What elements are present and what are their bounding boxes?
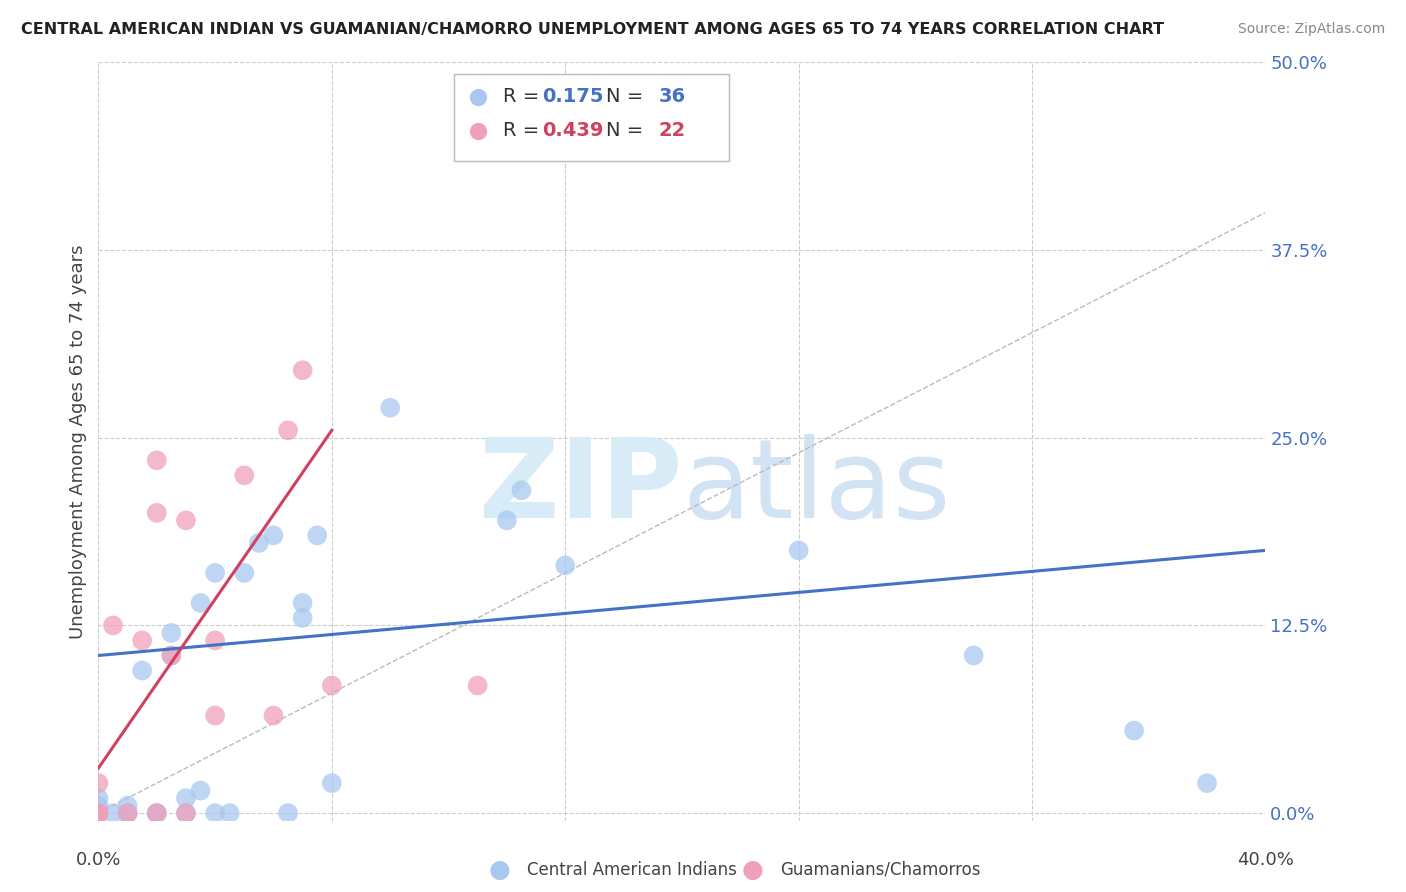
Point — [87, 798, 110, 813]
Point — [87, 806, 110, 821]
Point — [101, 618, 124, 632]
Point — [307, 528, 329, 542]
Point — [117, 806, 139, 821]
Point — [160, 626, 183, 640]
Y-axis label: Unemployment Among Ages 65 to 74 years: Unemployment Among Ages 65 to 74 years — [69, 244, 87, 639]
Point — [962, 648, 984, 663]
Point — [174, 806, 197, 821]
Point — [524, 115, 547, 129]
Text: Guamanians/Chamorros: Guamanians/Chamorros — [780, 861, 981, 879]
Point — [117, 798, 139, 813]
Point — [190, 783, 212, 797]
Point — [146, 806, 169, 821]
Text: 36: 36 — [658, 87, 686, 106]
Point — [146, 506, 169, 520]
Point — [131, 664, 153, 678]
Point — [190, 596, 212, 610]
Point — [1123, 723, 1146, 738]
Text: atlas: atlas — [682, 434, 950, 541]
Point — [321, 679, 343, 693]
Point — [204, 806, 226, 821]
Point — [262, 528, 284, 542]
Text: R =: R = — [503, 87, 546, 106]
Point — [87, 806, 110, 821]
Point — [291, 611, 314, 625]
Point — [247, 536, 270, 550]
Point — [117, 806, 139, 821]
Text: R =: R = — [503, 121, 546, 140]
Point — [321, 776, 343, 790]
Point — [380, 401, 402, 415]
Point — [87, 806, 110, 821]
Point — [291, 363, 314, 377]
Point — [277, 423, 299, 437]
Text: 0.439: 0.439 — [541, 121, 603, 140]
Point — [101, 806, 124, 821]
Point — [467, 679, 489, 693]
Text: 0.0%: 0.0% — [76, 851, 121, 869]
Point — [87, 806, 110, 821]
Point — [204, 633, 226, 648]
Text: ZIP: ZIP — [478, 434, 682, 541]
Point — [87, 806, 110, 821]
Point — [204, 566, 226, 580]
Point — [291, 596, 314, 610]
Point — [160, 648, 183, 663]
Point — [233, 566, 256, 580]
Point — [117, 806, 139, 821]
Point — [146, 453, 169, 467]
Point — [174, 806, 197, 821]
Text: Source: ZipAtlas.com: Source: ZipAtlas.com — [1237, 22, 1385, 37]
Point — [218, 806, 240, 821]
Text: CENTRAL AMERICAN INDIAN VS GUAMANIAN/CHAMORRO UNEMPLOYMENT AMONG AGES 65 TO 74 Y: CENTRAL AMERICAN INDIAN VS GUAMANIAN/CHA… — [21, 22, 1164, 37]
Point — [131, 633, 153, 648]
Point — [146, 806, 169, 821]
Point — [233, 468, 256, 483]
Point — [262, 708, 284, 723]
Point — [496, 513, 519, 527]
Point — [87, 776, 110, 790]
Point — [510, 483, 533, 498]
Point — [174, 513, 197, 527]
FancyBboxPatch shape — [454, 74, 728, 161]
Text: N =: N = — [606, 121, 650, 140]
Text: N =: N = — [606, 87, 650, 106]
Point — [787, 543, 810, 558]
Text: 0.175: 0.175 — [541, 87, 603, 106]
Point — [1195, 776, 1218, 790]
Point — [174, 791, 197, 805]
Point — [146, 806, 169, 821]
Point — [160, 648, 183, 663]
Text: 40.0%: 40.0% — [1237, 851, 1294, 869]
Text: ●: ● — [488, 858, 510, 881]
Point — [277, 806, 299, 821]
Point — [87, 791, 110, 805]
Text: ●: ● — [741, 858, 763, 881]
Point — [204, 708, 226, 723]
Point — [554, 558, 576, 573]
Text: 22: 22 — [658, 121, 686, 140]
Text: Central American Indians: Central American Indians — [527, 861, 737, 879]
